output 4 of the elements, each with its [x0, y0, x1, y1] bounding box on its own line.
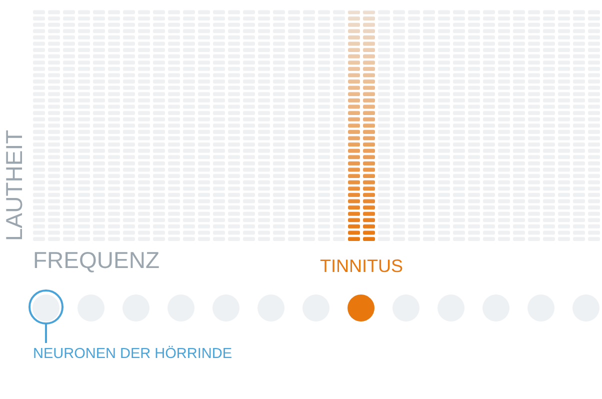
text: FREQUENZ — [33, 247, 160, 273]
text: NEURONEN DER HÖRRINDE — [33, 345, 232, 362]
text: LAUTHEIT — [1, 130, 27, 241]
x-tick-label: TINNITUS — [320, 256, 403, 276]
